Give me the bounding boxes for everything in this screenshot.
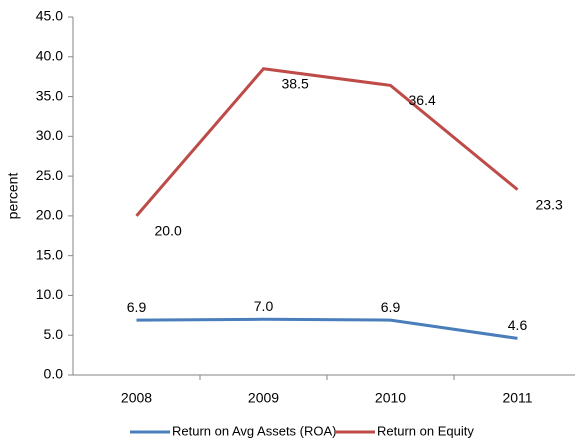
y-tick-label: 25.0 [36, 167, 63, 183]
y-tick-label: 15.0 [36, 246, 63, 262]
y-tick-label: 5.0 [44, 326, 64, 342]
data-label: 6.9 [127, 299, 147, 315]
y-tick-label: 30.0 [36, 127, 63, 143]
x-tick-label: 2010 [375, 390, 406, 406]
x-tick-label: 2008 [121, 390, 152, 406]
y-tick-label: 20.0 [36, 207, 63, 223]
y-tick-label: 45.0 [36, 8, 63, 24]
series-line [136, 317, 518, 340]
y-tick-label: 40.0 [36, 47, 63, 63]
data-label: 4.6 [508, 317, 528, 333]
y-tick-label: 10.0 [36, 286, 63, 302]
x-tick-label: 2009 [248, 390, 279, 406]
legend-label: Return on Equity [377, 423, 474, 438]
legend-label: Return on Avg Assets (ROA) [172, 423, 337, 438]
data-label: 20.0 [155, 223, 182, 239]
series-line [135, 67, 519, 217]
data-label: 23.3 [536, 196, 563, 212]
y-axis-label: percent [5, 173, 21, 220]
data-label: 36.4 [409, 92, 436, 108]
data-label: 6.9 [381, 299, 401, 315]
y-tick-label: 35.0 [36, 87, 63, 103]
data-label: 7.0 [254, 298, 274, 314]
data-label: 38.5 [282, 75, 309, 91]
y-tick-label: 0.0 [44, 366, 64, 382]
x-tick-label: 2011 [502, 390, 532, 406]
